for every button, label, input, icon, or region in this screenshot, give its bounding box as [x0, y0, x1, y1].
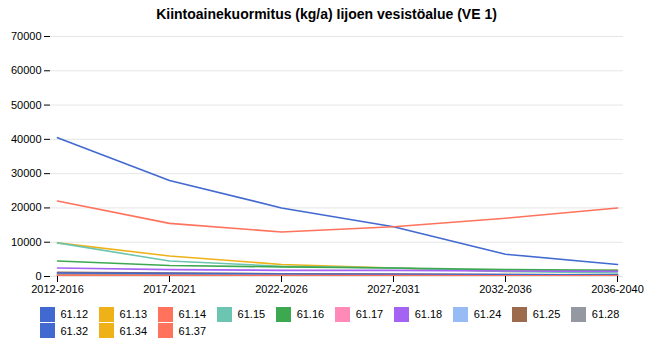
svg-text:2022-2026: 2022-2026 [255, 283, 308, 295]
html-text:61.28: 61.28 [591, 308, 620, 321]
svg-text:0: 0 [35, 270, 41, 282]
html-text:61.32: 61.32 [60, 324, 88, 337]
html-text:61.34: 61.34 [119, 324, 148, 337]
svg-text:30000: 30000 [11, 167, 42, 179]
html-text:61.16: 61.16 [296, 308, 325, 321]
html-text:61.13: 61.13 [119, 308, 148, 321]
html-text:61.18: 61.18 [414, 308, 443, 321]
html-text:61.14: 61.14 [178, 308, 207, 321]
html-text:61.24: 61.24 [473, 308, 502, 321]
html-text:Kiintoainekuormitus (kg/a) Iij: Kiintoainekuormitus (kg/a) Iijoen vesist… [156, 6, 497, 22]
svg-text:50000: 50000 [11, 99, 42, 111]
html-text:61.25: 61.25 [532, 308, 561, 321]
html-text:61.17: 61.17 [355, 308, 384, 321]
svg-text:40000: 40000 [11, 133, 42, 145]
svg-text:2012-2016: 2012-2016 [31, 283, 84, 295]
svg-text:2036-2040: 2036-2040 [591, 283, 644, 295]
svg-text:20000: 20000 [11, 201, 42, 213]
svg-text:60000: 60000 [11, 64, 42, 76]
svg-text:2017-2021: 2017-2021 [143, 283, 196, 295]
svg-text:10000: 10000 [11, 236, 42, 248]
html-text:61.12: 61.12 [60, 308, 88, 321]
svg-text:2027-2031: 2027-2031 [367, 283, 420, 295]
html-text:61.37: 61.37 [178, 324, 207, 337]
html-text:61.15: 61.15 [237, 308, 266, 321]
svg-text:2032-2036: 2032-2036 [479, 283, 532, 295]
svg-text:70000: 70000 [11, 30, 42, 42]
